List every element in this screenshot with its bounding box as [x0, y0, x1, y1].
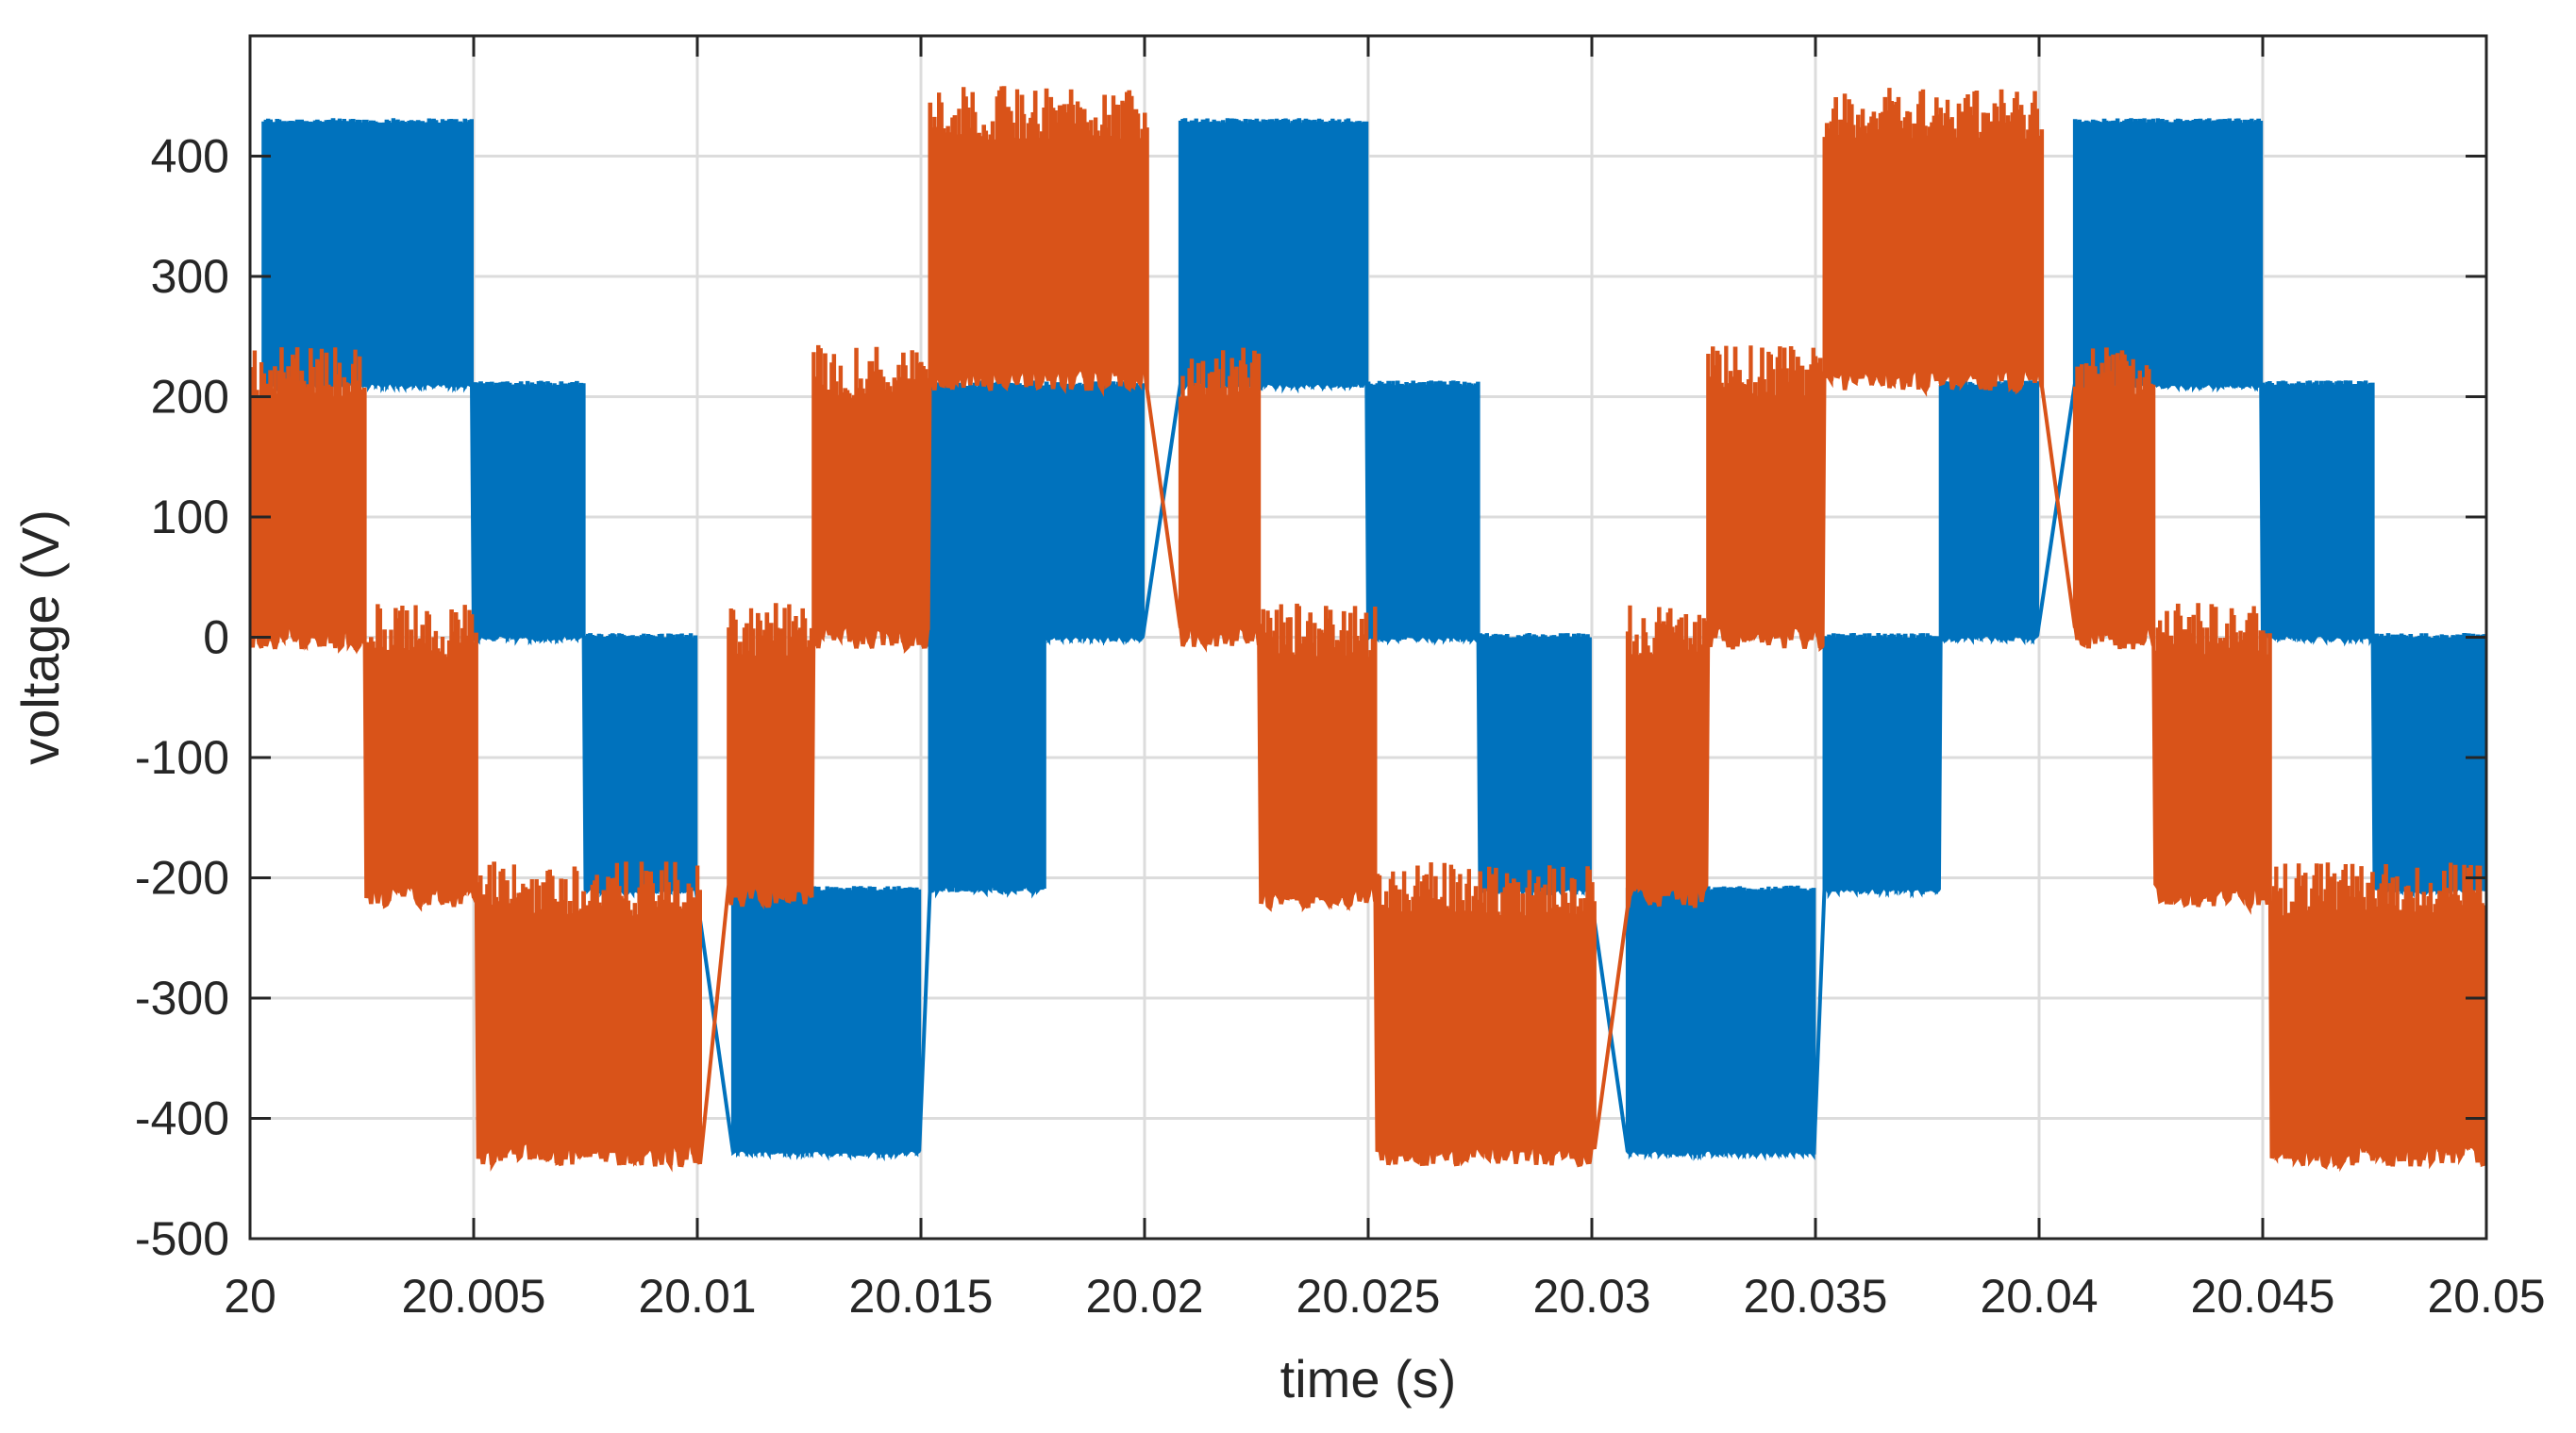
y-tick-label: 200	[151, 371, 229, 424]
y-tick-label: -100	[135, 731, 229, 784]
y-tick-label: 100	[151, 491, 229, 543]
x-tick-label: 20.025	[1296, 1270, 1441, 1323]
y-tick-label: -400	[135, 1092, 229, 1145]
x-tick-label: 20.005	[402, 1270, 546, 1323]
x-tick-label: 20.015	[849, 1270, 994, 1323]
x-tick-label: 20.035	[1744, 1270, 1888, 1323]
x-tick-label: 20.04	[1980, 1270, 2098, 1323]
series-line-2	[250, 86, 2486, 1173]
x-axis-label: time (s)	[1280, 1349, 1457, 1408]
x-tick-label: 20.02	[1085, 1270, 1203, 1323]
y-tick-label: -300	[135, 972, 229, 1025]
x-tick-label: 20.045	[2191, 1270, 2335, 1323]
y-tick-label: 0	[203, 611, 229, 664]
series-layer	[250, 86, 2486, 1173]
x-tick-label: 20.01	[638, 1270, 756, 1323]
y-axis-label: voltage (V)	[10, 509, 70, 765]
y-tick-label: 400	[151, 130, 229, 183]
ticks: 20 20.005 20.01 20.015 20.02 20.025 20.03 20.03…	[135, 36, 2546, 1323]
x-tick-label: 20.03	[1532, 1270, 1650, 1323]
y-tick-label: -500	[135, 1212, 229, 1265]
series-line-1	[261, 118, 2486, 1162]
y-tick-label: 300	[151, 250, 229, 303]
y-tick-label: -200	[135, 852, 229, 905]
x-tick-label: 20	[224, 1270, 276, 1323]
x-tick-label: 20.05	[2427, 1270, 2545, 1323]
